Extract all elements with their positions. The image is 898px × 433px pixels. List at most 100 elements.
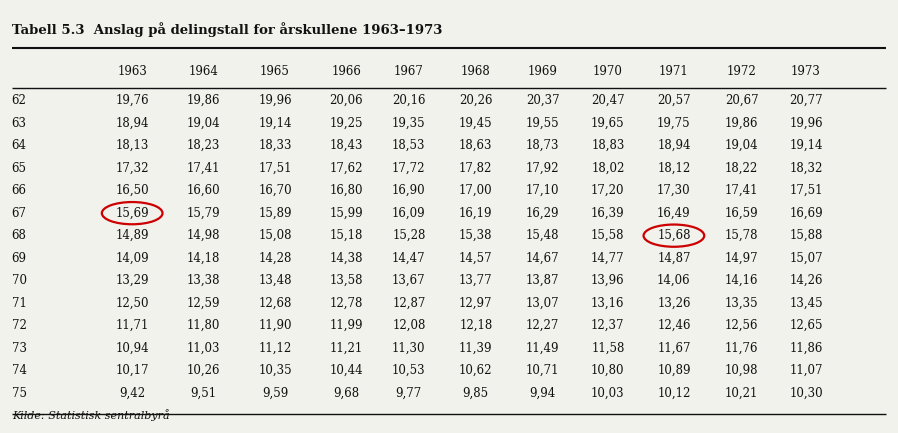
Text: 17,10: 17,10 bbox=[526, 184, 559, 197]
Text: 18,02: 18,02 bbox=[591, 162, 624, 174]
Text: 12,59: 12,59 bbox=[187, 297, 220, 310]
Text: 13,48: 13,48 bbox=[259, 274, 292, 287]
Text: 1965: 1965 bbox=[260, 65, 290, 78]
Text: 16,19: 16,19 bbox=[459, 207, 492, 220]
Text: 19,65: 19,65 bbox=[591, 116, 625, 129]
Text: 11,99: 11,99 bbox=[330, 319, 363, 332]
Text: 9,68: 9,68 bbox=[333, 387, 359, 400]
Text: 18,73: 18,73 bbox=[526, 139, 559, 152]
Text: 13,07: 13,07 bbox=[526, 297, 559, 310]
Text: 15,68: 15,68 bbox=[657, 229, 691, 242]
Text: 10,12: 10,12 bbox=[657, 387, 691, 400]
Text: 9,77: 9,77 bbox=[396, 387, 422, 400]
Text: 12,08: 12,08 bbox=[392, 319, 426, 332]
Text: 14,06: 14,06 bbox=[657, 274, 691, 287]
Text: 14,16: 14,16 bbox=[725, 274, 759, 287]
Text: 14,98: 14,98 bbox=[187, 229, 220, 242]
Text: 13,26: 13,26 bbox=[657, 297, 691, 310]
Text: 14,67: 14,67 bbox=[526, 252, 559, 265]
Text: 72: 72 bbox=[12, 319, 27, 332]
Text: 19,14: 19,14 bbox=[789, 139, 823, 152]
Text: 1964: 1964 bbox=[189, 65, 218, 78]
Text: 74: 74 bbox=[12, 364, 27, 377]
Text: 15,18: 15,18 bbox=[330, 229, 363, 242]
Text: 18,33: 18,33 bbox=[259, 139, 292, 152]
Text: 14,87: 14,87 bbox=[657, 252, 691, 265]
Text: 19,04: 19,04 bbox=[187, 116, 220, 129]
Text: 18,32: 18,32 bbox=[789, 162, 823, 174]
Text: 12,65: 12,65 bbox=[789, 319, 823, 332]
Text: 67: 67 bbox=[12, 207, 27, 220]
Text: 63: 63 bbox=[12, 116, 27, 129]
Text: 17,41: 17,41 bbox=[725, 184, 759, 197]
Text: 18,53: 18,53 bbox=[392, 139, 426, 152]
Text: 18,22: 18,22 bbox=[725, 162, 758, 174]
Text: 11,39: 11,39 bbox=[459, 342, 492, 355]
Text: 19,96: 19,96 bbox=[789, 116, 823, 129]
Text: 12,87: 12,87 bbox=[392, 297, 426, 310]
Text: 10,89: 10,89 bbox=[657, 364, 691, 377]
Text: 11,76: 11,76 bbox=[725, 342, 759, 355]
Text: 17,32: 17,32 bbox=[116, 162, 149, 174]
Text: 17,00: 17,00 bbox=[459, 184, 493, 197]
Text: 19,35: 19,35 bbox=[392, 116, 426, 129]
Text: 10,21: 10,21 bbox=[725, 387, 759, 400]
Text: 12,78: 12,78 bbox=[330, 297, 363, 310]
Text: 1973: 1973 bbox=[791, 65, 821, 78]
Text: 15,88: 15,88 bbox=[789, 229, 823, 242]
Text: 14,57: 14,57 bbox=[459, 252, 493, 265]
Text: 10,53: 10,53 bbox=[392, 364, 426, 377]
Text: 14,97: 14,97 bbox=[725, 252, 759, 265]
Text: 18,63: 18,63 bbox=[459, 139, 492, 152]
Text: 16,80: 16,80 bbox=[330, 184, 363, 197]
Text: 17,51: 17,51 bbox=[259, 162, 292, 174]
Text: 11,86: 11,86 bbox=[789, 342, 823, 355]
Text: 17,62: 17,62 bbox=[330, 162, 363, 174]
Text: 20,77: 20,77 bbox=[789, 94, 823, 107]
Text: 1967: 1967 bbox=[394, 65, 424, 78]
Text: 20,37: 20,37 bbox=[526, 94, 559, 107]
Text: 75: 75 bbox=[12, 387, 27, 400]
Text: 11,21: 11,21 bbox=[330, 342, 363, 355]
Text: 10,03: 10,03 bbox=[591, 387, 625, 400]
Text: 64: 64 bbox=[12, 139, 27, 152]
Text: 13,58: 13,58 bbox=[330, 274, 363, 287]
Text: 19,75: 19,75 bbox=[657, 116, 691, 129]
Text: 10,98: 10,98 bbox=[725, 364, 759, 377]
Text: 15,28: 15,28 bbox=[392, 229, 426, 242]
Text: 66: 66 bbox=[12, 184, 27, 197]
Text: 15,79: 15,79 bbox=[187, 207, 220, 220]
Text: 19,14: 19,14 bbox=[259, 116, 292, 129]
Text: 12,50: 12,50 bbox=[116, 297, 149, 310]
Text: 14,26: 14,26 bbox=[789, 274, 823, 287]
Text: 16,90: 16,90 bbox=[392, 184, 426, 197]
Text: 71: 71 bbox=[12, 297, 27, 310]
Text: 15,08: 15,08 bbox=[259, 229, 292, 242]
Text: 16,09: 16,09 bbox=[392, 207, 426, 220]
Text: 20,16: 20,16 bbox=[392, 94, 426, 107]
Text: 14,77: 14,77 bbox=[591, 252, 625, 265]
Text: 10,94: 10,94 bbox=[115, 342, 149, 355]
Text: 19,86: 19,86 bbox=[187, 94, 220, 107]
Text: 13,45: 13,45 bbox=[789, 297, 823, 310]
Text: 17,41: 17,41 bbox=[187, 162, 220, 174]
Text: 10,44: 10,44 bbox=[330, 364, 363, 377]
Text: 18,13: 18,13 bbox=[116, 139, 149, 152]
Text: 11,58: 11,58 bbox=[591, 342, 624, 355]
Text: 18,23: 18,23 bbox=[187, 139, 220, 152]
Text: 65: 65 bbox=[12, 162, 27, 174]
Text: 68: 68 bbox=[12, 229, 27, 242]
Text: 13,38: 13,38 bbox=[187, 274, 220, 287]
Text: 20,67: 20,67 bbox=[725, 94, 759, 107]
Text: 19,96: 19,96 bbox=[258, 94, 292, 107]
Text: 9,42: 9,42 bbox=[119, 387, 145, 400]
Text: 1963: 1963 bbox=[118, 65, 147, 78]
Text: 11,67: 11,67 bbox=[657, 342, 691, 355]
Text: 12,56: 12,56 bbox=[725, 319, 759, 332]
Text: 17,92: 17,92 bbox=[526, 162, 559, 174]
Text: 16,59: 16,59 bbox=[725, 207, 759, 220]
Text: 11,49: 11,49 bbox=[526, 342, 559, 355]
Text: 20,57: 20,57 bbox=[657, 94, 691, 107]
Text: 15,07: 15,07 bbox=[789, 252, 823, 265]
Text: 13,67: 13,67 bbox=[392, 274, 426, 287]
